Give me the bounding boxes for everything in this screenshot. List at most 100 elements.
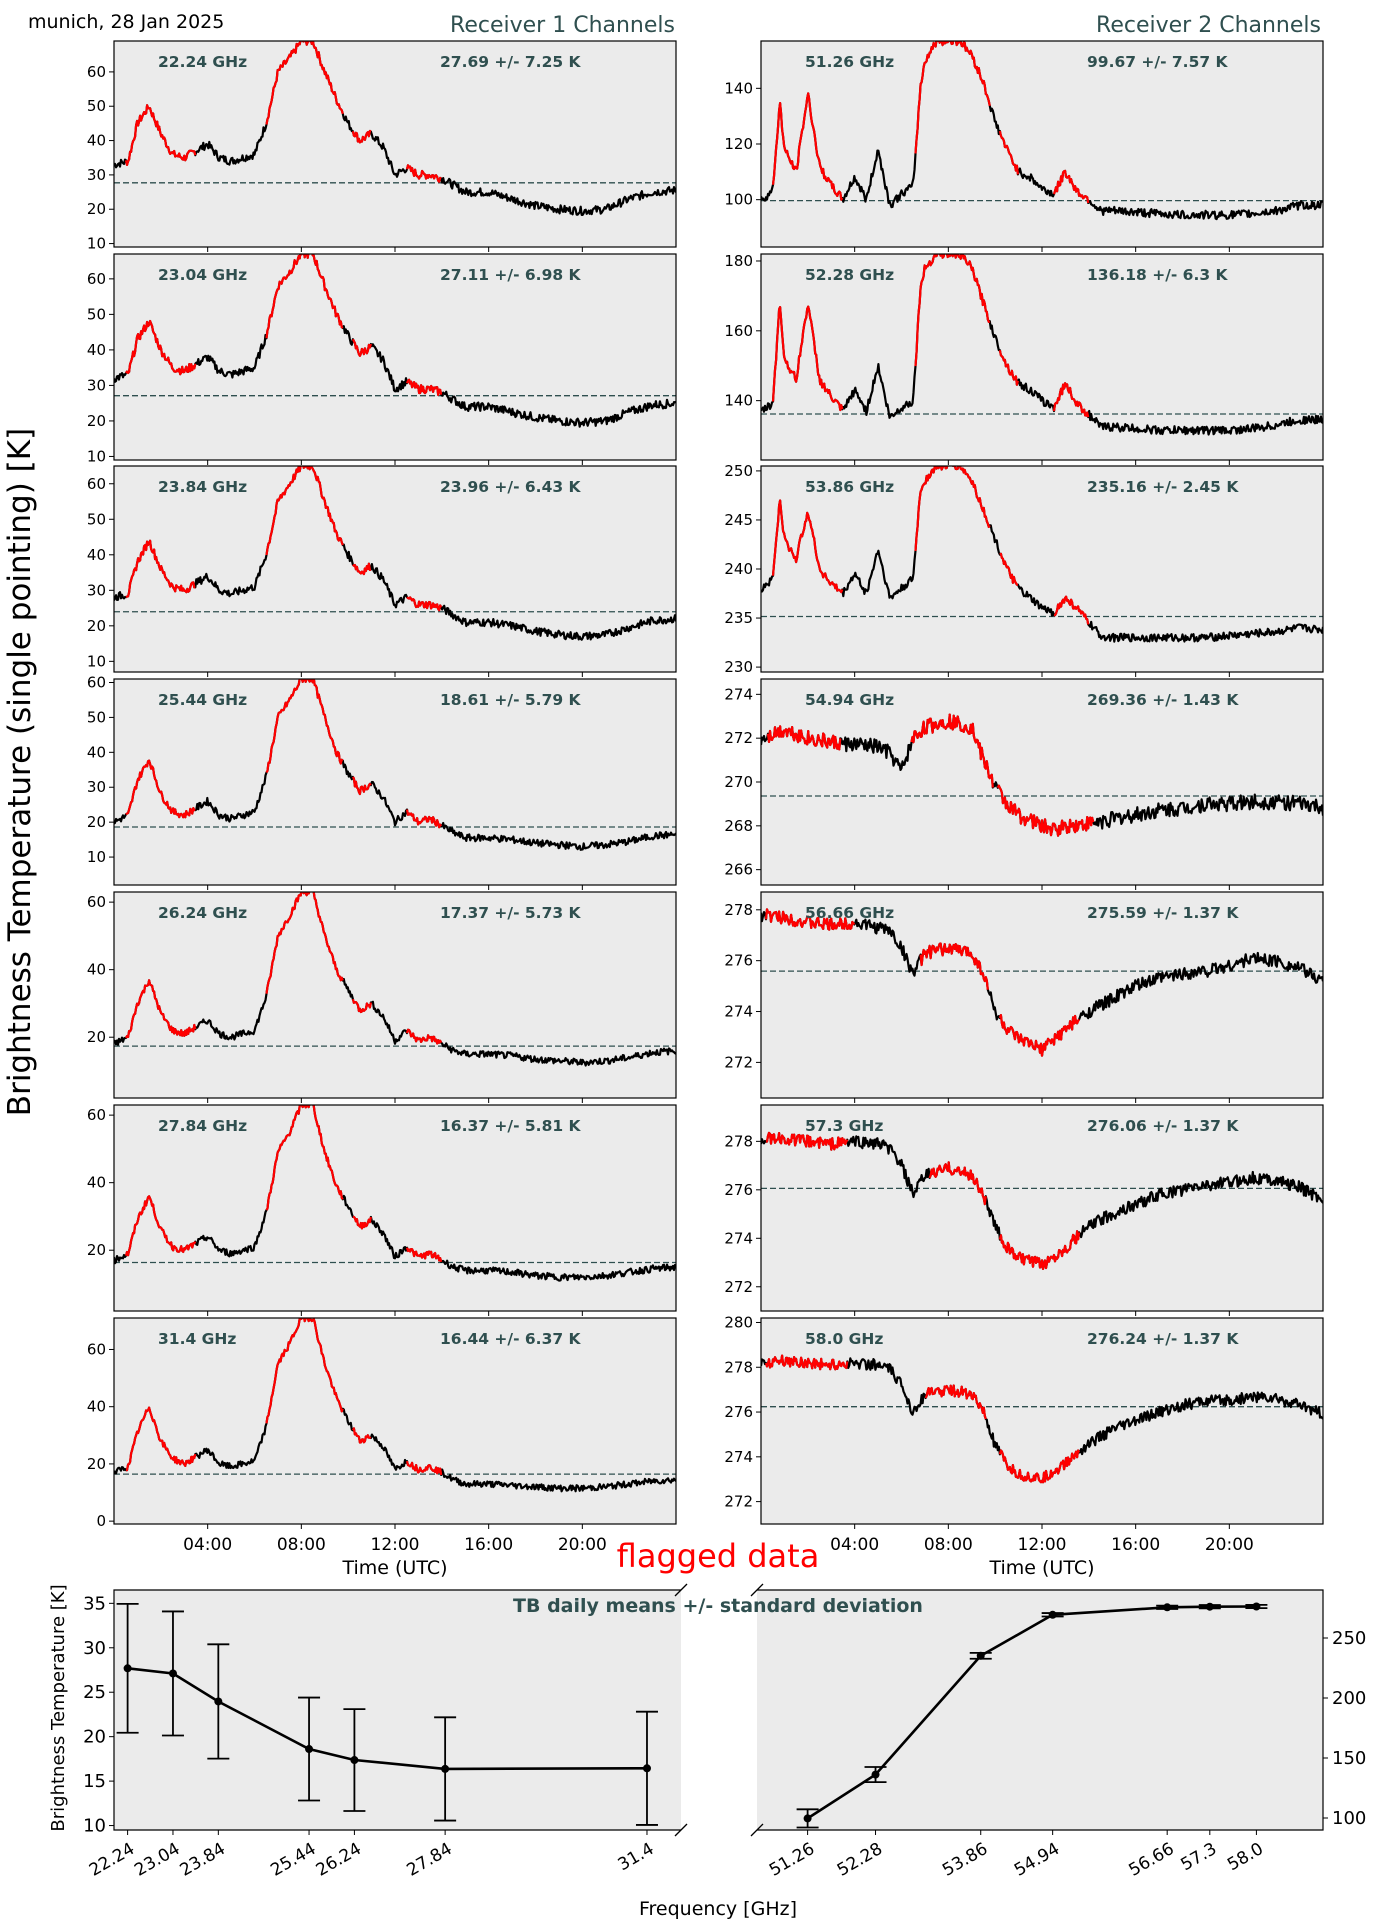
panel-background: [114, 466, 676, 672]
frequency-label: 56.66 GHz: [805, 904, 894, 922]
flagged-trace: [406, 596, 443, 612]
data-trace: [761, 254, 1323, 436]
mean-point: [976, 1651, 985, 1660]
stat-label: 16.44 +/- 6.37 K: [440, 1330, 582, 1348]
y-tick-label: 10: [87, 652, 106, 670]
flagged-trace: [125, 319, 197, 376]
flagged-trace: [351, 129, 372, 144]
y-tick-label: 270: [724, 773, 753, 791]
frequency-tick-label: 53.86: [939, 1839, 991, 1881]
stat-label: 18.61 +/- 5.79 K: [440, 691, 582, 709]
flagged-trace: [998, 1014, 1080, 1057]
panel-background: [114, 1105, 676, 1311]
y-tick-label: 40: [87, 132, 106, 150]
y-tick-label: 266: [724, 861, 753, 879]
y-tick-label: 272: [724, 1493, 753, 1511]
time-series-panel-r2-5: 272 274 276 278 56.66 GHz 275.59 +/- 1.37 K: [724, 891, 1324, 1103]
axis-break-mark: [674, 1583, 688, 1597]
time-series-panel-r1-6: 20 40 60 27.84 GHz 16.37 +/- 5.81 K: [87, 1104, 677, 1316]
frequency-label: 23.04 GHz: [158, 266, 247, 284]
summary-right-frame: [757, 1589, 1324, 1831]
summary-right-y-tick-label: 250: [1332, 1628, 1366, 1649]
flagged-trace: [405, 164, 442, 183]
frequency-label: 51.26 GHz: [805, 53, 894, 71]
y-tick-label: 274: [724, 1229, 753, 1247]
y-tick-label: 60: [87, 1340, 106, 1358]
flagged-trace: [125, 539, 196, 599]
time-series-panel-r2-1: 100 120 140 51.26 GHz 99.67 +/- 7.57 K: [724, 40, 1324, 252]
data-trace: [114, 466, 676, 641]
flagged-trace: [405, 1247, 443, 1263]
flagged-trace: [125, 979, 197, 1039]
frequency-tick-label: 31.4: [615, 1839, 658, 1875]
y-tick-label: 10: [87, 848, 106, 866]
frequency-tick-label: 23.04: [131, 1839, 183, 1881]
summary-right-y-tick-label: 200: [1332, 1688, 1366, 1709]
mean-point: [168, 1669, 177, 1678]
flagged-trace: [999, 552, 1018, 586]
y-tick-label: 272: [724, 1053, 753, 1071]
axis-break-mark: [750, 1583, 764, 1597]
frequency-label: 58.0 GHz: [805, 1330, 883, 1348]
receiver1-title: Receiver 1 Channels: [450, 13, 675, 38]
summary-left-y-tick-label: 15: [83, 1771, 106, 1792]
y-tick-label: 50: [87, 510, 106, 528]
frequency-label: 25.44 GHz: [158, 691, 247, 709]
panel-background: [761, 41, 1323, 247]
mean-point: [441, 1764, 450, 1773]
mean-point: [1163, 1603, 1172, 1612]
frequency-tick-label: 26.24: [313, 1839, 365, 1881]
flagged-trace: [265, 41, 344, 125]
y-tick-label: 30: [87, 778, 106, 796]
x-tick-label: 16:00: [464, 1535, 513, 1555]
frequency-tick-label: 23.84: [177, 1839, 229, 1881]
flagged-trace: [351, 776, 372, 796]
y-tick-label: 60: [87, 893, 106, 911]
y-tick-label: 274: [724, 1003, 753, 1021]
stat-label: 235.16 +/- 2.45 K: [1087, 478, 1239, 496]
stat-label: 27.69 +/- 7.25 K: [440, 53, 582, 71]
data-trace: [114, 679, 676, 851]
y-tick-label: 276: [724, 1403, 753, 1421]
time-series-panel-r1-3: 10 20 30 40 50 60 23.84 GHz 23.96 +/- 6.43 K: [87, 465, 677, 677]
flagged-trace: [771, 499, 844, 594]
stat-label: 276.06 +/- 1.37 K: [1087, 1117, 1239, 1135]
y-tick-label: 40: [87, 743, 106, 761]
flagged-trace: [764, 908, 856, 931]
y-tick-label: 276: [724, 1181, 753, 1199]
flagged-trace: [265, 892, 344, 994]
time-series-panel-r2-4: 266 268 270 272 274 54.94 GHz 269.36 +/- 1.43 …: [724, 678, 1324, 890]
summary-right-y-tick-label: 100: [1332, 1808, 1366, 1829]
frequency-tick-label: 58.0: [1224, 1839, 1267, 1875]
y-tick-label: 20: [87, 1455, 106, 1473]
flagged-trace: [405, 1460, 443, 1476]
flagged-trace: [910, 713, 994, 788]
time-series-panel-r1-4: 10 20 30 40 50 60 25.44 GHz 18.61 +/- 5.79 K: [87, 673, 677, 890]
receiver2-panels: 100 120 140 51.26 GHz 99.67 +/- 7.57 K 140 160…: [724, 40, 1324, 1555]
mean-point: [305, 1745, 314, 1754]
axis-break-mark: [674, 1823, 688, 1837]
y-tick-label: 20: [87, 1028, 106, 1046]
panel-background: [761, 679, 1323, 885]
frequency-label: 26.24 GHz: [158, 904, 247, 922]
data-trace: [114, 254, 676, 428]
mean-point: [642, 1764, 651, 1773]
y-tick-label: 278: [724, 1358, 753, 1376]
panel-background: [114, 41, 676, 247]
flagged-trace: [771, 92, 844, 201]
data-trace: [114, 1105, 676, 1282]
frequency-tick-label: 22.24: [86, 1839, 138, 1881]
panel-background: [114, 1318, 676, 1524]
y-tick-label: 60: [87, 475, 106, 493]
summary-right-y-tick-label: 150: [1332, 1748, 1366, 1769]
flagged-trace: [124, 104, 197, 166]
frequency-tick-label: 54.94: [1011, 1839, 1063, 1881]
mean-point: [1205, 1602, 1214, 1611]
flagged-trace: [914, 466, 991, 551]
flagged-trace: [125, 1406, 197, 1472]
summary-left-y-tick-label: 20: [83, 1727, 106, 1748]
frequency-tick-label: 25.44: [267, 1839, 319, 1881]
stat-label: 269.36 +/- 1.43 K: [1087, 691, 1239, 709]
y-tick-label: 10: [87, 447, 106, 465]
